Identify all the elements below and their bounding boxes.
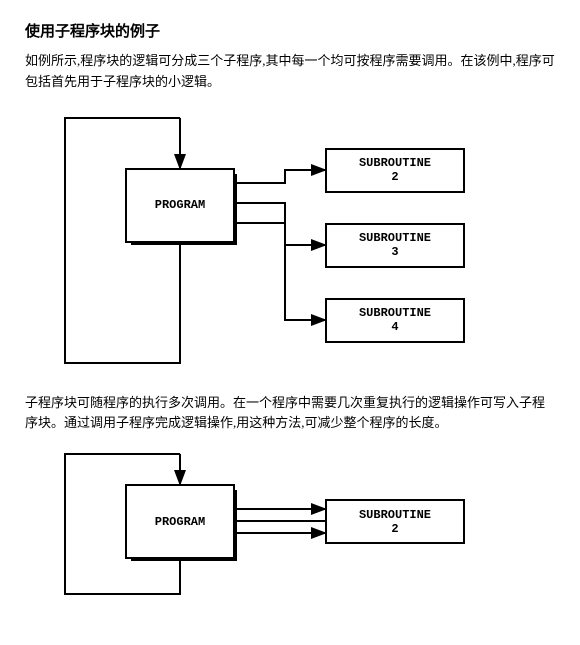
node-sub2: SUBROUTINE2: [325, 148, 465, 193]
diagram-repeat-call: PROGRAM SUBROUTINE2: [25, 444, 525, 604]
node-program: PROGRAM: [125, 484, 235, 559]
node-sub4: SUBROUTINE4: [325, 298, 465, 343]
edge-p-s4: [235, 223, 325, 320]
node-sub2: SUBROUTINE2: [325, 499, 465, 544]
page-title: 使用子程序块的例子: [25, 20, 555, 41]
paragraph-1: 如例所示,程序块的逻辑可分成三个子程序,其中每一个均可按程序需要调用。在该例中,…: [25, 51, 555, 93]
node-program: PROGRAM: [125, 168, 235, 243]
diagram-subroutines: PROGRAM SUBROUTINE2 SUBROUTINE3 SUBROUTINE4: [25, 103, 525, 373]
edge-p-s2: [235, 170, 325, 183]
node-sub3: SUBROUTINE3: [325, 223, 465, 268]
paragraph-2: 子程序块可随程序的执行多次调用。在一个程序中需要几次重复执行的逻辑操作可写入子程…: [25, 393, 555, 435]
